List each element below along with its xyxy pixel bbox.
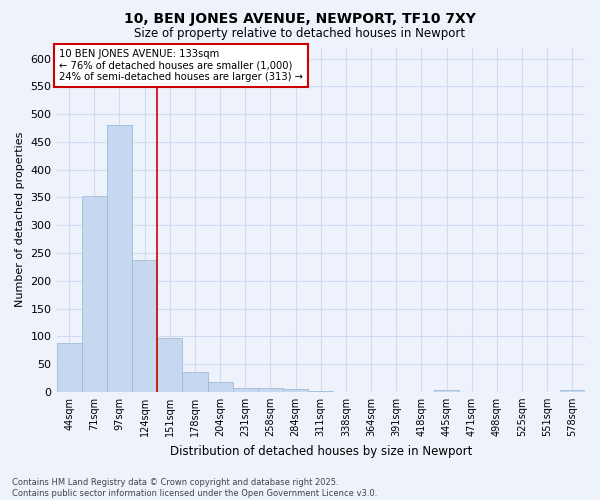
Bar bbox=[208, 382, 233, 392]
Bar bbox=[82, 196, 107, 392]
Text: 10 BEN JONES AVENUE: 133sqm
← 76% of detached houses are smaller (1,000)
24% of : 10 BEN JONES AVENUE: 133sqm ← 76% of det… bbox=[59, 49, 303, 82]
Bar bbox=[157, 338, 182, 392]
Bar bbox=[107, 125, 132, 392]
Bar bbox=[182, 372, 208, 392]
Bar bbox=[308, 390, 334, 392]
Bar bbox=[132, 260, 157, 392]
X-axis label: Distribution of detached houses by size in Newport: Distribution of detached houses by size … bbox=[170, 444, 472, 458]
Text: Size of property relative to detached houses in Newport: Size of property relative to detached ho… bbox=[134, 28, 466, 40]
Bar bbox=[233, 388, 258, 392]
Bar bbox=[434, 390, 459, 392]
Bar bbox=[56, 344, 82, 392]
Y-axis label: Number of detached properties: Number of detached properties bbox=[15, 132, 25, 308]
Text: Contains HM Land Registry data © Crown copyright and database right 2025.
Contai: Contains HM Land Registry data © Crown c… bbox=[12, 478, 377, 498]
Bar bbox=[258, 388, 283, 392]
Bar bbox=[560, 390, 585, 392]
Text: 10, BEN JONES AVENUE, NEWPORT, TF10 7XY: 10, BEN JONES AVENUE, NEWPORT, TF10 7XY bbox=[124, 12, 476, 26]
Bar bbox=[283, 389, 308, 392]
